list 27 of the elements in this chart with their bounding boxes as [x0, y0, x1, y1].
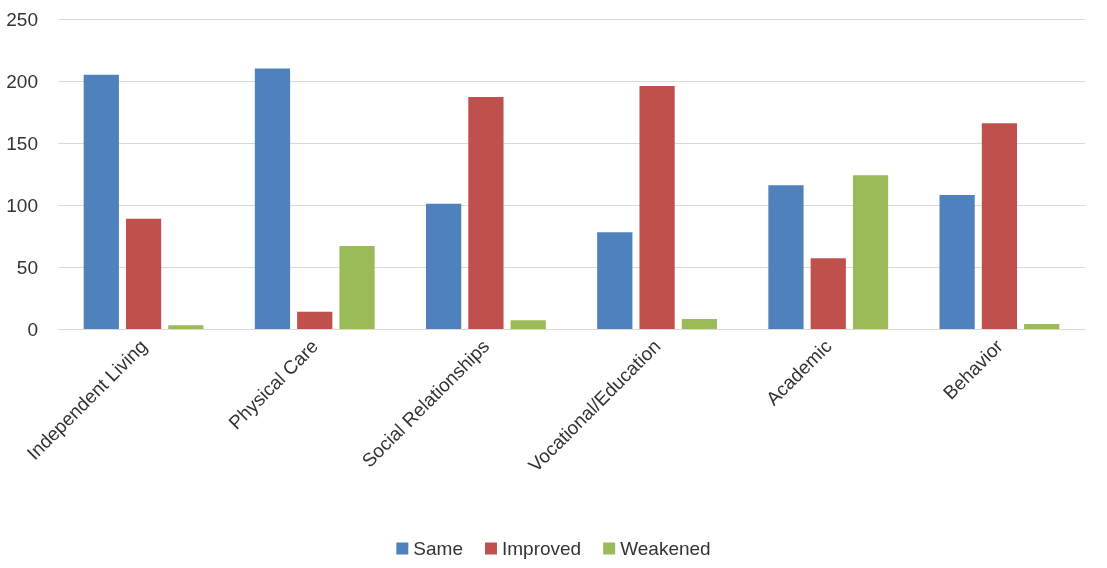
- bar: [339, 245, 375, 329]
- legend-label: Weakened: [620, 538, 711, 559]
- bar: [83, 74, 119, 329]
- bar: [597, 232, 633, 329]
- bar: [852, 175, 889, 329]
- bar: [297, 311, 333, 329]
- bar: [981, 123, 1018, 329]
- y-tick-label: 0: [27, 318, 38, 340]
- y-tick-label: 250: [6, 8, 38, 30]
- bar: [681, 319, 717, 329]
- y-tick-label: 200: [6, 70, 38, 92]
- bar: [510, 320, 546, 329]
- bar: [768, 185, 804, 329]
- bar: [810, 258, 846, 329]
- bar: [1024, 324, 1060, 329]
- legend-label: Improved: [501, 538, 582, 559]
- bar: [639, 85, 675, 329]
- bar: [168, 325, 204, 329]
- bar: [468, 97, 504, 329]
- bar: [254, 68, 291, 329]
- bar: [939, 195, 975, 329]
- legend-label: Same: [413, 538, 463, 559]
- y-tick-label: 50: [16, 256, 38, 278]
- bar: [125, 218, 162, 329]
- bar: [426, 203, 462, 329]
- y-tick-label: 150: [6, 132, 38, 154]
- y-tick-label: 100: [6, 194, 38, 216]
